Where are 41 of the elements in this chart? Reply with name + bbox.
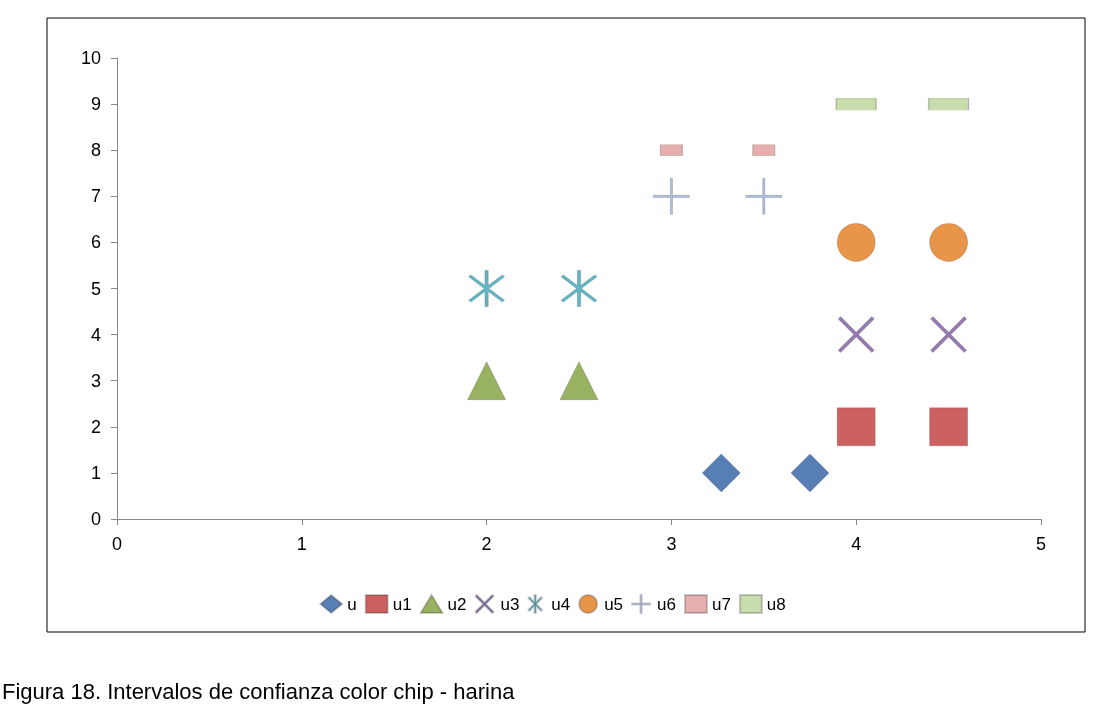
- legend-label: u4: [551, 594, 571, 614]
- y-tick-label: 2: [90, 416, 101, 437]
- y-tick-label: 8: [90, 140, 101, 161]
- y-tick-label: 4: [90, 324, 101, 345]
- point: [929, 223, 968, 262]
- legend-label: u5: [604, 594, 624, 614]
- x-tick-label: 4: [851, 534, 862, 554]
- y-tick-label: 1: [90, 462, 101, 483]
- x-tick-label: 3: [666, 534, 677, 554]
- legend-label: u8: [766, 594, 786, 614]
- point: [929, 407, 968, 447]
- point: [836, 407, 876, 447]
- point: [468, 270, 505, 307]
- legend-label: u3: [500, 594, 520, 614]
- y-tick-label: 10: [80, 48, 101, 68]
- point: [790, 453, 830, 493]
- y-tick-label: 9: [90, 94, 101, 115]
- point: [701, 453, 741, 493]
- x-tick-label: 2: [481, 534, 492, 554]
- x-tick-label: 5: [1035, 534, 1047, 554]
- point: [653, 177, 690, 215]
- legend-label: u7: [711, 594, 731, 614]
- y-tick-label: 6: [90, 232, 101, 253]
- point: [559, 361, 599, 401]
- legend-label: u1: [392, 594, 412, 614]
- legend-label: u2: [447, 594, 467, 614]
- point: [930, 316, 967, 353]
- y-tick-label: 3: [90, 370, 101, 391]
- point: [837, 316, 875, 353]
- point: [560, 270, 598, 307]
- y-tick-label: 0: [90, 509, 101, 529]
- y-tick-label: 5: [90, 278, 101, 299]
- y-tick-label: 7: [90, 186, 101, 207]
- x-tick-label: 0: [111, 534, 123, 554]
- point: [467, 361, 506, 401]
- x-tick-label: 1: [296, 534, 307, 554]
- legend-label: u6: [657, 594, 676, 614]
- text: Figura 18. Intervalos de confianza color chip - harina: [2, 678, 516, 704]
- point: [745, 177, 783, 215]
- point: [836, 223, 876, 262]
- legend-label: u: [347, 594, 357, 614]
